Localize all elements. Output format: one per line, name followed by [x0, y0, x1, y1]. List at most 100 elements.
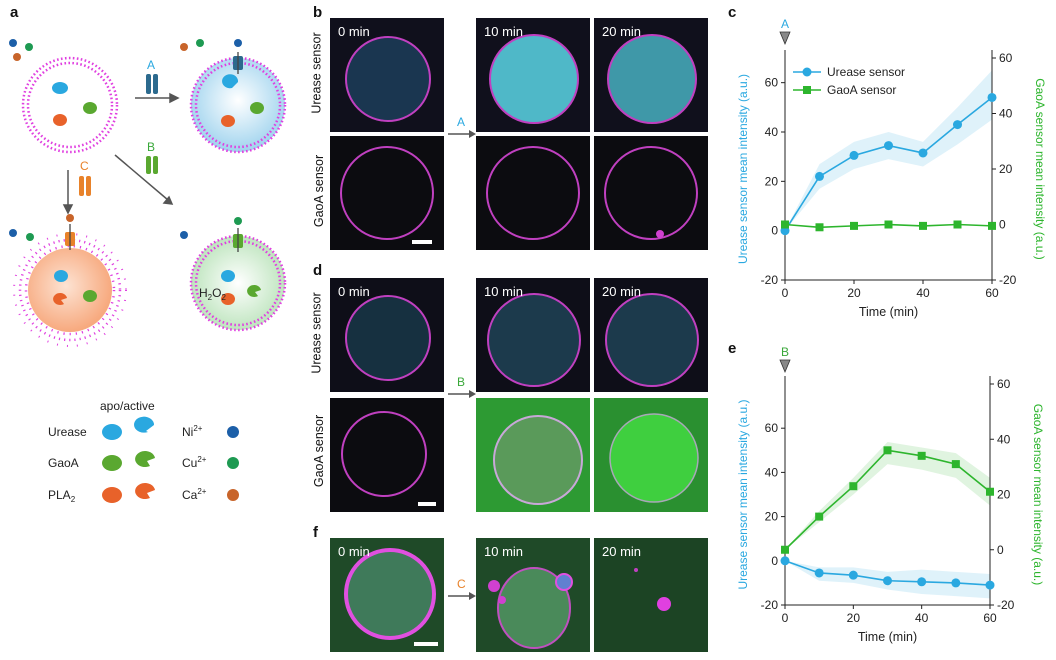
vesicle-bottom-left-disrupted [13, 233, 127, 347]
legend-label-gaoa: GaoA [48, 456, 79, 470]
row-label-b-urease: Urease sensor [309, 32, 324, 114]
data-point [987, 92, 997, 102]
x-tick-label: 20 [847, 286, 861, 300]
data-point [780, 556, 790, 566]
data-point [815, 223, 824, 232]
enzyme-icons [52, 74, 264, 306]
x-tick-label: 40 [915, 611, 929, 625]
y-right-tick-label: 20 [997, 488, 1011, 502]
data-point [884, 141, 893, 151]
x-tick-label: 20 [847, 611, 861, 625]
micrograph-d-urease-0: 0 min [330, 278, 444, 392]
data-point [951, 460, 960, 469]
panel-label-f: f [313, 524, 318, 541]
legend-label-pla2: PLA2 [48, 488, 76, 504]
treatment-marker-label: A [781, 17, 789, 31]
y-left-tick-label: 0 [771, 554, 778, 568]
micrograph-d-gaoa-0 [330, 398, 444, 512]
data-point [849, 482, 858, 491]
micrograph-b-gaoa-0 [330, 136, 444, 250]
data-point [918, 148, 928, 158]
micrograph-d-gaoa-20 [594, 398, 708, 512]
micrograph-d-gaoa-10 [476, 398, 590, 512]
y-right-tick-label: 60 [997, 377, 1011, 391]
arrow-label-A: A [147, 58, 155, 72]
panel-label-e: e [728, 340, 737, 357]
schematic-panel-a: A B C H2O2 apo/active Urease GaoA PLA2 N… [9, 39, 287, 504]
data-point [986, 487, 994, 496]
legend-label-ni: Ni2+ [182, 424, 203, 439]
y-left-tick-label: 60 [765, 76, 779, 90]
data-point [850, 221, 858, 230]
data-point [849, 150, 859, 160]
ion-icons [9, 39, 242, 241]
y-right-tick-label: 40 [997, 432, 1011, 446]
channel-icons [65, 52, 243, 252]
x-axis-label: Time (min) [859, 305, 918, 319]
data-point [953, 120, 962, 130]
data-point [883, 446, 892, 455]
micrograph-b-urease-10: 10 min [476, 18, 590, 132]
data-point [917, 451, 926, 460]
micrograph-b-gaoa-20 [594, 136, 708, 250]
arrow-label-C: C [80, 159, 89, 173]
data-point [985, 580, 995, 590]
time-label: 20 min [602, 24, 642, 39]
y-right-tick-label: -20 [999, 273, 1017, 287]
time-label: 20 min [602, 284, 642, 299]
y-left-tick-label: 20 [765, 174, 779, 188]
row-label-d-urease: Urease sensor [309, 292, 324, 374]
error-band-0 [785, 70, 992, 231]
arrow-label-B: B [147, 140, 155, 154]
error-band-1 [785, 442, 990, 550]
micrograph-b-urease-0: 0 min [330, 18, 444, 132]
data-point [815, 171, 824, 181]
legend-marker [802, 67, 812, 77]
y-axis-label-left: Urease sensor mean intensity (a.u.) [736, 74, 750, 264]
y-right-tick-label: 40 [999, 107, 1013, 121]
arrow-b: A [448, 115, 476, 138]
time-label: 0 min [338, 24, 370, 39]
y-right-tick-label: 20 [999, 162, 1013, 176]
panel-label-d: d [313, 262, 323, 279]
y-axis-label-left: Urease sensor mean intensity (a.u.) [736, 399, 750, 589]
x-axis-label: Time (min) [858, 630, 917, 644]
y-left-tick-label: 40 [765, 125, 779, 139]
y-right-tick-label: 60 [999, 51, 1013, 65]
svg-text:A: A [457, 115, 465, 129]
svg-text:B: B [457, 375, 465, 389]
reagent-tube-icons [79, 74, 158, 196]
arrow-f: C [448, 577, 476, 600]
legend-label-cu: Cu2+ [182, 455, 207, 470]
legend-label: Urease sensor [827, 65, 905, 79]
legend-header: apo/active [100, 399, 155, 413]
vesicle-top-left [21, 56, 119, 154]
y-right-tick-label: 0 [999, 218, 1006, 232]
panel-label-b: b [313, 4, 323, 21]
h2o2-label: H2O2 [199, 286, 226, 302]
data-point [781, 220, 789, 229]
legend-label: GaoA sensor [827, 83, 896, 97]
time-label: 0 min [338, 284, 370, 299]
y-left-tick-label: 60 [765, 421, 779, 435]
micrograph-f-0: 0 min [330, 538, 444, 652]
micrograph-d-urease-10: 10 min [476, 278, 590, 392]
micrograph-b-gaoa-10 [476, 136, 590, 250]
y-axis-label-right: GaoA sensor mean intensity (a.u.) [1033, 78, 1047, 259]
data-point [919, 221, 927, 230]
micrograph-b-urease-20: 20 min [594, 18, 708, 132]
x-tick-label: 0 [782, 286, 789, 300]
y-right-tick-label: -20 [997, 598, 1015, 612]
x-tick-label: 60 [985, 286, 999, 300]
micrograph-f-10: 10 min [476, 538, 590, 652]
treatment-marker-triangle [779, 359, 791, 374]
time-label: 10 min [484, 284, 524, 299]
legend-label-urease: Urease [48, 425, 87, 439]
time-label: 0 min [338, 544, 370, 559]
x-tick-label: 60 [983, 611, 997, 625]
treatment-marker-triangle [779, 31, 791, 46]
time-label: 10 min [484, 544, 524, 559]
y-left-tick-label: 20 [765, 510, 779, 524]
